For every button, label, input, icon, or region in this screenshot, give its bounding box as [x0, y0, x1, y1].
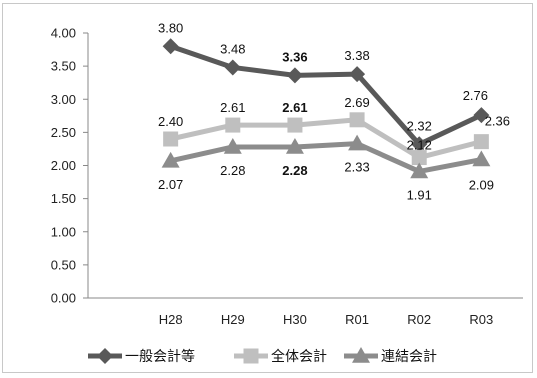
data-point-marker: [410, 162, 429, 179]
data-labels: 3.80 3.48 3.36 3.38 2.32 2.76 2.40 2.61 2.61 2.69…: [158, 20, 510, 202]
data-point-marker: [225, 117, 241, 133]
data-label: 2.12: [407, 138, 432, 153]
data-point-marker: [287, 117, 303, 133]
data-point-marker: [472, 150, 491, 167]
series-line-1: [169, 43, 483, 147]
legend-marker: [243, 348, 259, 364]
data-point-marker: [162, 38, 179, 55]
data-point-marker: [473, 107, 490, 124]
series-lines: [169, 43, 483, 174]
data-label: 2.61: [220, 100, 245, 115]
data-label: 2.07: [158, 177, 183, 192]
x-tick-label: R03: [469, 312, 493, 327]
legend-marker: [97, 348, 113, 364]
data-point-marker: [349, 66, 366, 83]
series-line-3: [170, 141, 482, 174]
data-label: 2.09: [469, 178, 494, 193]
y-tick-label: 3.00: [51, 92, 76, 107]
y-tick-label: 3.50: [51, 59, 76, 74]
y-tick-label: 0.50: [51, 257, 76, 272]
data-point-marker: [348, 134, 367, 151]
data-label: 3.38: [344, 48, 369, 63]
y-tick-label: 1.00: [51, 224, 76, 239]
x-tick-label: R01: [345, 312, 369, 327]
legend-label: 連結会計: [381, 348, 437, 364]
data-point-marker: [286, 67, 303, 84]
data-point-marker: [223, 137, 242, 154]
axes: 0.00 0.50 1.00 1.50 2.00 2.50 3.00 3.50 4.00 H28 H…: [51, 26, 523, 327]
series-markers: [161, 38, 491, 179]
x-tick-label: H29: [221, 312, 245, 327]
data-label: 3.80: [158, 20, 183, 35]
data-point-marker: [285, 137, 304, 154]
data-point-marker: [161, 151, 180, 168]
data-label: 3.36: [282, 49, 307, 64]
chart-frame: [2, 3, 533, 373]
x-tick-label: R02: [407, 312, 431, 327]
data-label: 2.28: [220, 163, 245, 178]
data-point-marker: [473, 134, 489, 150]
data-label: 3.48: [220, 41, 245, 56]
data-label: 2.36: [485, 114, 510, 129]
x-tick-label: H30: [283, 312, 307, 327]
data-point-marker: [411, 136, 428, 153]
data-point-marker: [411, 150, 427, 166]
legend: 一般会計等 全体会計 連結会計: [88, 347, 437, 364]
legend-marker: [352, 347, 370, 363]
series-line-2: [170, 117, 482, 161]
data-label: 1.91: [407, 187, 432, 202]
data-point-marker: [349, 112, 365, 128]
data-label: 2.28: [282, 163, 307, 178]
y-tick-label: 4.00: [51, 26, 76, 41]
data-label: 2.32: [407, 118, 432, 133]
data-point-marker: [224, 59, 241, 76]
data-label: 2.76: [463, 88, 488, 103]
data-label: 2.61: [282, 100, 307, 115]
y-tick-label: 2.50: [51, 125, 76, 140]
legend-label: 全体会計: [271, 348, 327, 364]
y-tick-label: 2.00: [51, 158, 76, 173]
data-label: 2.33: [344, 160, 369, 175]
x-tick-label: H28: [159, 312, 183, 327]
data-label: 2.69: [344, 95, 369, 110]
data-label: 2.40: [158, 114, 183, 129]
y-tick-label: 1.50: [51, 191, 76, 206]
legend-label: 一般会計等: [125, 348, 195, 364]
data-point-marker: [163, 131, 179, 147]
y-tick-label: 0.00: [51, 291, 76, 306]
